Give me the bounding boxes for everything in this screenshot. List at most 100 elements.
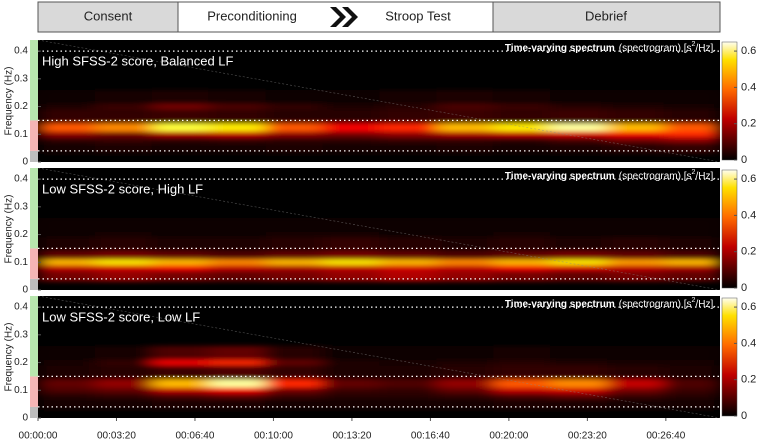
chevron: [330, 7, 358, 27]
cell: [94, 359, 152, 366]
cell: [94, 123, 152, 132]
colorbar: [721, 41, 738, 161]
strip-vlf: [30, 150, 38, 162]
cell: [379, 231, 437, 238]
phase-label: Consent: [84, 8, 133, 23]
cell: [493, 393, 551, 399]
cell: [606, 142, 664, 154]
cell: [606, 393, 664, 399]
cell: [379, 393, 437, 399]
cell: [663, 379, 720, 388]
cell: [322, 131, 380, 138]
cell: [94, 345, 152, 360]
cell: [94, 237, 152, 252]
cell: [493, 103, 551, 110]
cell: [550, 387, 607, 394]
colorbar-tick-label: 0.4: [741, 81, 756, 93]
cell: [38, 270, 95, 282]
cell: [208, 365, 266, 380]
cell: [38, 345, 95, 360]
cell: [606, 387, 664, 394]
cell: [322, 89, 380, 104]
cell: [550, 393, 607, 399]
cell: [265, 393, 323, 399]
spectrum-units: (spectrogram) [s: [619, 43, 692, 54]
cell: [265, 142, 323, 154]
cell: [151, 217, 209, 232]
heatmap: [38, 168, 720, 290]
spectrum-title: Time-varying spectrum (spectrogram) [s2/H…: [505, 41, 716, 54]
cell: [38, 217, 95, 232]
cell: [379, 103, 437, 110]
y-tick-label: 0.4: [14, 174, 28, 185]
heatmap-cells: [38, 217, 720, 282]
y-tick-label: 0.4: [14, 46, 28, 57]
cell: [550, 237, 607, 252]
spectrum-title-bold: Time-varying spectrum: [505, 171, 615, 182]
cell: [436, 379, 494, 388]
cell: [265, 217, 323, 232]
y-tick-label: 0.1: [14, 129, 28, 140]
strip-vlf: [30, 278, 38, 290]
cell: [322, 142, 380, 154]
cell: [265, 398, 323, 410]
cell: [379, 359, 437, 366]
cell: [606, 231, 664, 238]
cell: [379, 237, 437, 252]
spectrum-units-sup: 2: [692, 41, 696, 48]
cell: [322, 270, 380, 282]
cell: [550, 131, 607, 138]
cell: [550, 251, 607, 260]
cell: [265, 237, 323, 252]
cell: [208, 123, 266, 132]
cell: [322, 237, 380, 252]
cell: [379, 142, 437, 154]
cell: [94, 398, 152, 410]
cell: [493, 359, 551, 366]
cell: [493, 379, 551, 388]
diagonal: [38, 168, 720, 290]
cell: [94, 89, 152, 104]
cell: [663, 345, 720, 360]
spectrum-title: Time-varying spectrum (spectrogram) [s2/H…: [505, 297, 716, 310]
cell: [94, 109, 152, 124]
cell: [322, 137, 380, 143]
cell: [436, 398, 494, 410]
cell: [663, 251, 720, 260]
x-tick-label: 00:03:20: [97, 431, 136, 442]
cell: [94, 231, 152, 238]
cell: [663, 103, 720, 110]
cell: [151, 231, 209, 238]
y-tick-label: 0: [22, 157, 28, 168]
cell: [322, 379, 380, 388]
cell: [606, 345, 664, 360]
cell: [493, 259, 551, 266]
strip-hf: [30, 40, 38, 121]
cell: [322, 251, 380, 260]
strip-lf: [30, 120, 38, 151]
cell: [208, 270, 266, 282]
colorbar-tick-label: 0.6: [741, 301, 756, 313]
y-tick-label: 0.4: [14, 302, 28, 313]
cell: [94, 379, 152, 388]
spectrum-units-sup: 2: [692, 169, 696, 176]
spectrum-units: /Hz].: [695, 43, 716, 54]
cell: [493, 142, 551, 154]
phase-box: [37, 1, 179, 33]
cell: [663, 142, 720, 154]
cell: [663, 398, 720, 410]
cell: [94, 137, 152, 143]
cell: [493, 237, 551, 252]
cell: [322, 359, 380, 366]
cell: [322, 387, 380, 394]
cell: [322, 109, 380, 124]
cell: [94, 251, 152, 260]
cell: [265, 379, 323, 388]
cell: [38, 251, 95, 260]
cell: [493, 387, 551, 394]
cell: [208, 89, 266, 104]
cell: [550, 365, 607, 380]
colorbar-tick-label: 0: [741, 154, 747, 166]
strip-hf: [30, 168, 38, 249]
x-tick-label: 00:00:00: [19, 431, 58, 442]
